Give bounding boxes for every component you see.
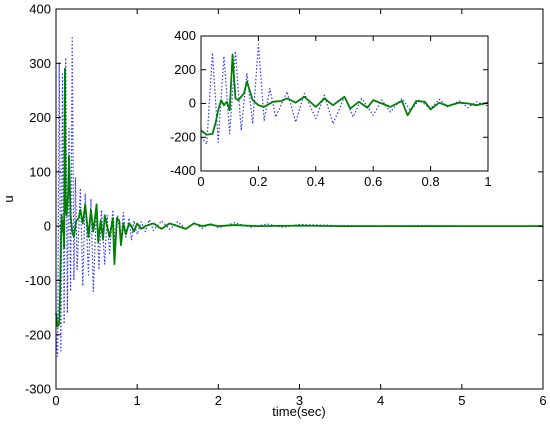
- inset-y-tick-label: 0: [189, 96, 196, 111]
- main-x-tick-label: 6: [539, 393, 546, 408]
- inset-plot-frame: [200, 35, 489, 172]
- main-y-tick-label: 0: [44, 219, 51, 234]
- main-y-tick-label: -200: [25, 327, 51, 342]
- main-x-axis-label: time(sec): [272, 404, 325, 419]
- inset-x-tick-label: 0.2: [249, 174, 267, 189]
- main-y-tick-label: -300: [25, 382, 51, 397]
- main-x-tick-label: 2: [215, 393, 222, 408]
- main-x-tick-label: 5: [458, 393, 465, 408]
- main-y-axis-label: u: [1, 195, 16, 202]
- inset-x-tick-label: 1: [484, 174, 491, 189]
- inset-y-tick-label: -200: [170, 129, 196, 144]
- inset-x-tick-label: 0.4: [307, 174, 325, 189]
- inset-series-solid-line: [200, 53, 489, 136]
- inset-plot: 0 0.2 0.4 0.6 0.8 1 -400 -200 0 200 400: [170, 28, 492, 189]
- inset-series-group: [200, 43, 489, 145]
- main-x-tick-label: 4: [377, 393, 384, 408]
- inset-y-tick-label: 200: [174, 62, 196, 77]
- inset-x-tick-label: 0.6: [364, 174, 382, 189]
- main-y-tick-label: 300: [29, 56, 51, 71]
- inset-ticks-group: 0 0.2 0.4 0.6 0.8 1 -400 -200 0 200 400: [170, 28, 492, 189]
- main-x-tick-label: 3: [296, 393, 303, 408]
- main-series-dotted-line: [55, 35, 543, 358]
- main-plot-frame: [55, 8, 544, 390]
- inset-y-tick-label: -400: [170, 163, 196, 178]
- inset-x-tick-label: 0: [197, 174, 204, 189]
- main-x-tick-label: 0: [52, 393, 59, 408]
- inset-series-dotted-line: [200, 43, 489, 145]
- main-y-tick-label: 400: [29, 2, 51, 17]
- main-series-solid-line: [55, 67, 543, 328]
- inset-y-tick-label: 400: [174, 28, 196, 43]
- main-series-group: [55, 35, 543, 358]
- main-x-tick-label: 1: [134, 393, 141, 408]
- main-y-tick-label: 100: [29, 164, 51, 179]
- main-y-tick-label: 200: [29, 110, 51, 125]
- main-y-tick-label: -100: [25, 273, 51, 288]
- inset-x-tick-label: 0.8: [422, 174, 440, 189]
